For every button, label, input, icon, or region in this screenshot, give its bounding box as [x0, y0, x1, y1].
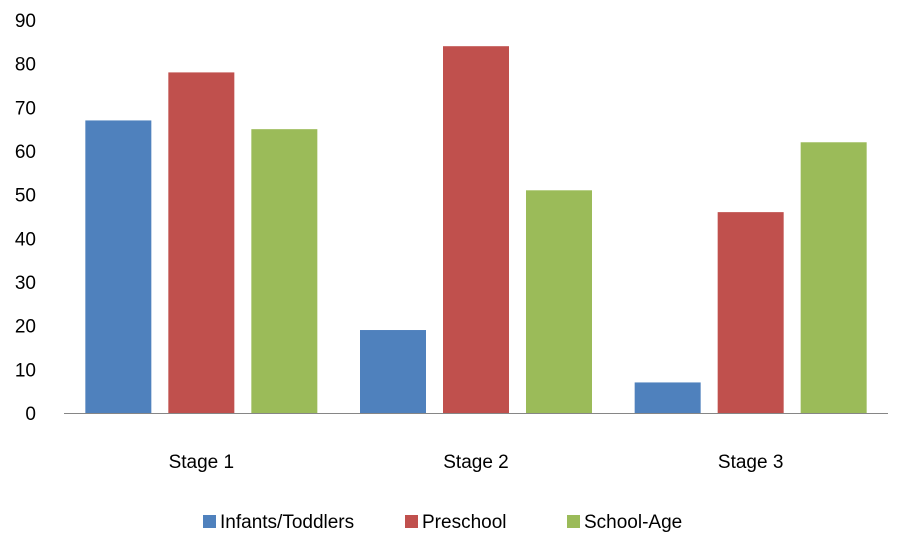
- x-category-label: Stage 2: [443, 452, 509, 473]
- bar-school-age-stage-1: [251, 129, 318, 413]
- bar-infants-toddlers-stage-1: [85, 120, 152, 413]
- y-tick-label: 0: [25, 404, 36, 425]
- y-tick-label: 50: [15, 186, 36, 207]
- x-axis-category-labels: Stage 1 Stage 2 Stage 3: [169, 452, 784, 473]
- y-axis-tick-labels: 0 10 20 30 40 50 60 70 80 90: [15, 11, 36, 425]
- bar-preschool-stage-1: [168, 72, 235, 414]
- legend-label: School-Age: [584, 512, 682, 533]
- legend-swatch: [405, 515, 418, 528]
- y-tick-label: 60: [15, 142, 36, 163]
- y-tick-label: 10: [15, 360, 36, 381]
- bar-school-age-stage-3: [800, 142, 867, 413]
- bar-preschool-stage-2: [443, 46, 509, 413]
- legend-label: Preschool: [422, 512, 507, 533]
- legend-swatch: [203, 515, 216, 528]
- x-category-label: Stage 3: [718, 452, 784, 473]
- bar-school-age-stage-2: [526, 190, 592, 413]
- y-tick-label: 80: [15, 55, 36, 76]
- legend-label: Infants/Toddlers: [220, 512, 354, 533]
- legend-swatch: [567, 515, 580, 528]
- y-tick-label: 70: [15, 98, 36, 119]
- bar-series-group: [85, 46, 867, 414]
- y-tick-label: 20: [15, 317, 36, 338]
- x-category-label: Stage 1: [169, 452, 235, 473]
- bar-infants-toddlers-stage-3: [634, 382, 701, 413]
- bar-preschool-stage-3: [717, 212, 784, 413]
- legend: Infants/Toddlers Preschool School-Age: [203, 512, 682, 533]
- y-tick-label: 90: [15, 11, 36, 32]
- bar-infants-toddlers-stage-2: [360, 330, 426, 413]
- y-tick-label: 40: [15, 229, 36, 250]
- y-tick-label: 30: [15, 273, 36, 294]
